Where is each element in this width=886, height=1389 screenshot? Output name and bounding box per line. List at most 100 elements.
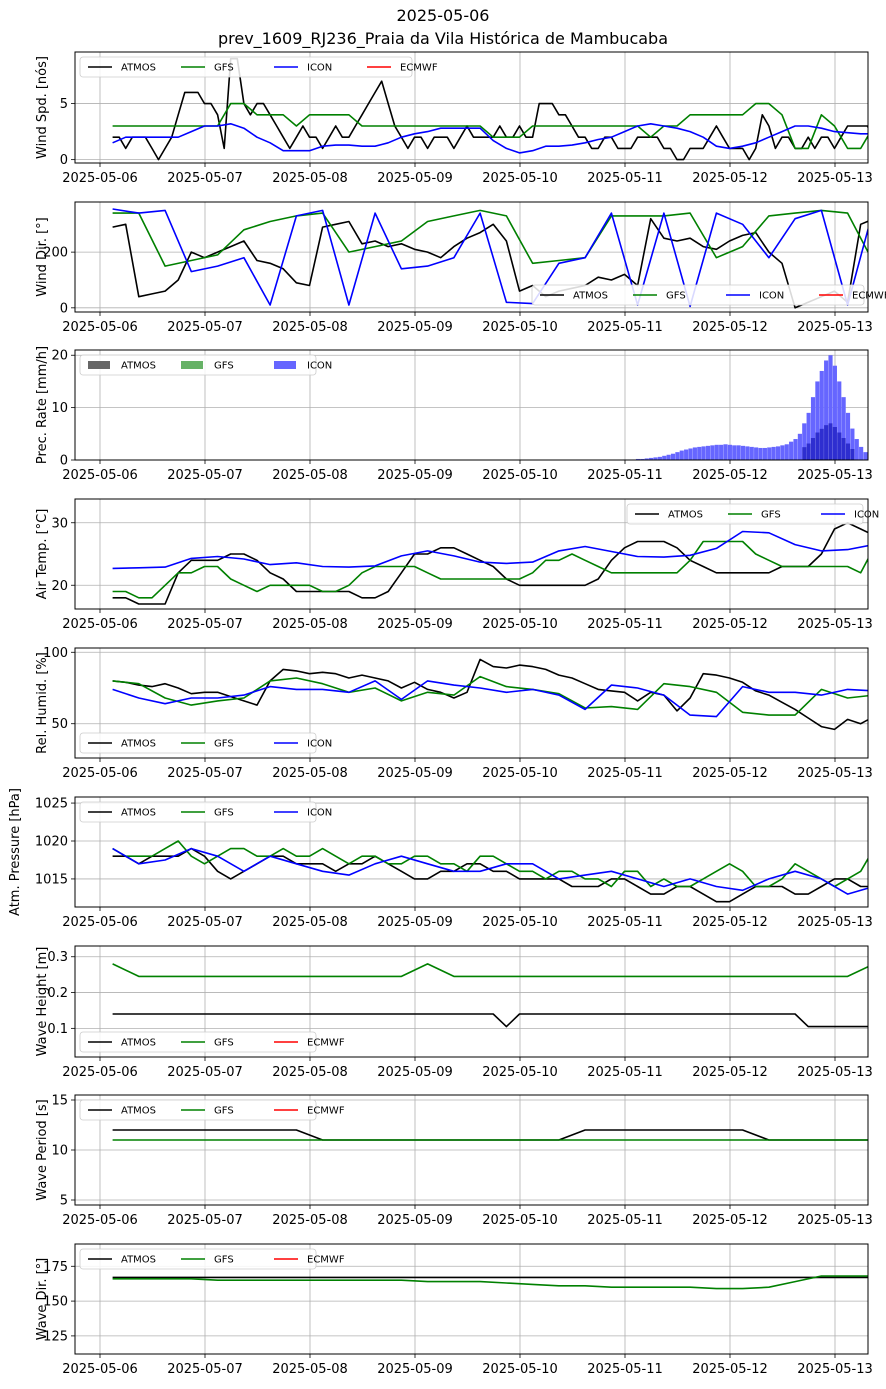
- x-tick-label: 2025-05-13: [797, 617, 873, 632]
- legend-label: ECMWF: [307, 1255, 345, 1266]
- plot-area: [622, 355, 885, 460]
- legend-label: ECMWF: [852, 291, 886, 302]
- y-tick-label: 1020: [35, 835, 68, 850]
- x-tick-label: 2025-05-10: [482, 320, 558, 335]
- precip-bar: [762, 447, 767, 460]
- y-tick-label: 150: [43, 1295, 68, 1310]
- x-tick-label: 2025-05-12: [692, 320, 768, 335]
- precip-bar: [793, 439, 798, 460]
- x-tick-label: 2025-05-07: [167, 1065, 243, 1080]
- precip-bar: [789, 441, 794, 460]
- panel-5: 2025-05-06 2025-05-07 2025-05-08 2025-05-09…: [35, 646, 873, 781]
- precip-bar: [863, 452, 868, 460]
- precip-bar-overlap: [837, 432, 842, 460]
- plot-area: [112, 521, 868, 605]
- panel-7: 2025-05-06 2025-05-07 2025-05-08 2025-05-09…: [35, 945, 873, 1080]
- precip-bar: [723, 444, 728, 460]
- series-line-icon: [112, 680, 868, 718]
- y-axis-label: Wind Dir. [°]: [35, 217, 50, 297]
- x-tick-label: 2025-05-13: [797, 1362, 873, 1377]
- legend: ATMOS GFS ICON ECMWF: [531, 284, 886, 306]
- precip-bar: [675, 452, 680, 460]
- legend: ATMOS GFS ECMWF: [79, 1031, 345, 1053]
- precip-bar-overlap: [845, 443, 851, 460]
- panel-3: 2025-05-06 2025-05-07 2025-05-08 2025-05-09…: [35, 346, 885, 483]
- legend-label: ATMOS: [121, 63, 156, 74]
- legend-swatch: [88, 361, 110, 369]
- legend-label: GFS: [666, 291, 686, 302]
- x-tick-label: 2025-05-11: [587, 617, 663, 632]
- legend-label: GFS: [214, 1106, 234, 1117]
- legend-swatch: [181, 361, 203, 369]
- series-line-atmos: [112, 57, 868, 161]
- legend-label: ATMOS: [573, 291, 608, 302]
- x-tick-label: 2025-05-12: [692, 1213, 768, 1228]
- precip-bar: [649, 457, 654, 460]
- precip-bar-overlap: [815, 432, 820, 460]
- panel-8: 2025-05-06 2025-05-07 2025-05-08 2025-05-09…: [35, 1094, 873, 1229]
- x-tick-label: 2025-05-13: [797, 1213, 873, 1228]
- y-tick-label: 1015: [35, 872, 68, 887]
- precip-bar: [705, 445, 711, 460]
- axes-frame: [74, 51, 869, 164]
- y-tick-label: 175: [43, 1260, 68, 1275]
- legend-label: GFS: [214, 1255, 234, 1266]
- x-tick-label: 2025-05-09: [377, 766, 453, 781]
- legend-label: GFS: [761, 510, 781, 521]
- y-axis-label: Prec. Rate [mm/h]: [35, 346, 50, 464]
- x-tick-label: 2025-05-13: [797, 171, 873, 186]
- precip-bar: [881, 459, 885, 460]
- legend: ATMOS GFS ICON: [79, 354, 332, 376]
- y-tick-label: 5: [60, 1194, 68, 1209]
- series-line-icon: [112, 208, 868, 308]
- precip-bar: [701, 446, 706, 460]
- x-tick-label: 2025-05-11: [587, 320, 663, 335]
- precip-bar: [850, 428, 855, 460]
- y-tick-label: 1025: [35, 797, 68, 812]
- precip-bar: [819, 370, 824, 460]
- axes-frame: [74, 201, 869, 313]
- series-line-gfs: [112, 540, 868, 599]
- precip-bar: [635, 458, 641, 460]
- x-tick-label: 2025-05-08: [272, 320, 348, 335]
- precip-bar: [697, 446, 702, 460]
- precip-bar-overlap: [832, 427, 837, 460]
- y-axis-label: Wave Period [s]: [35, 1099, 50, 1200]
- legend-label: ATMOS: [121, 808, 156, 819]
- series-line-gfs: [112, 1275, 868, 1290]
- x-tick-label: 2025-05-08: [272, 1065, 348, 1080]
- x-tick-label: 2025-05-08: [272, 766, 348, 781]
- precip-bar-overlap: [841, 438, 846, 460]
- legend: ATMOS GFS ICON: [79, 801, 332, 823]
- x-tick-label: 2025-05-07: [167, 617, 243, 632]
- legend-label: ICON: [307, 739, 332, 750]
- legend-label: ATMOS: [668, 510, 703, 521]
- x-tick-label: 2025-05-08: [272, 468, 348, 483]
- x-tick-label: 2025-05-08: [272, 1213, 348, 1228]
- series-line-gfs: [112, 1139, 868, 1141]
- x-tick-label: 2025-05-12: [692, 1362, 768, 1377]
- series-line-icon: [112, 847, 868, 895]
- precip-bar: [644, 458, 649, 460]
- precip-bar: [754, 447, 759, 460]
- x-tick-label: 2025-05-06: [62, 171, 138, 186]
- series-line-atmos: [112, 1013, 868, 1028]
- y-axis-label: Wave Height [m]: [35, 947, 50, 1057]
- series-line-gfs: [112, 102, 868, 150]
- precip-bar-overlap: [819, 428, 824, 460]
- precip-bar: [662, 455, 667, 460]
- axes-frame: [74, 945, 869, 1058]
- legend-label: ATMOS: [121, 1255, 156, 1266]
- axes-frame: [74, 796, 869, 908]
- y-tick-label: 0: [60, 153, 68, 168]
- legend-label: ECMWF: [307, 1106, 345, 1117]
- precip-bar-overlap: [824, 425, 829, 460]
- x-tick-label: 2025-05-13: [797, 766, 873, 781]
- y-tick-label: 10: [51, 401, 68, 416]
- legend-label: ICON: [307, 63, 332, 74]
- panel-1: 2025-05-06 2025-05-07 2025-05-08 2025-05-09…: [35, 51, 873, 186]
- axes-frame: [74, 498, 869, 610]
- axes-frame: [74, 647, 869, 759]
- x-tick-label: 2025-05-09: [377, 171, 453, 186]
- y-tick-label: 0.3: [47, 950, 68, 965]
